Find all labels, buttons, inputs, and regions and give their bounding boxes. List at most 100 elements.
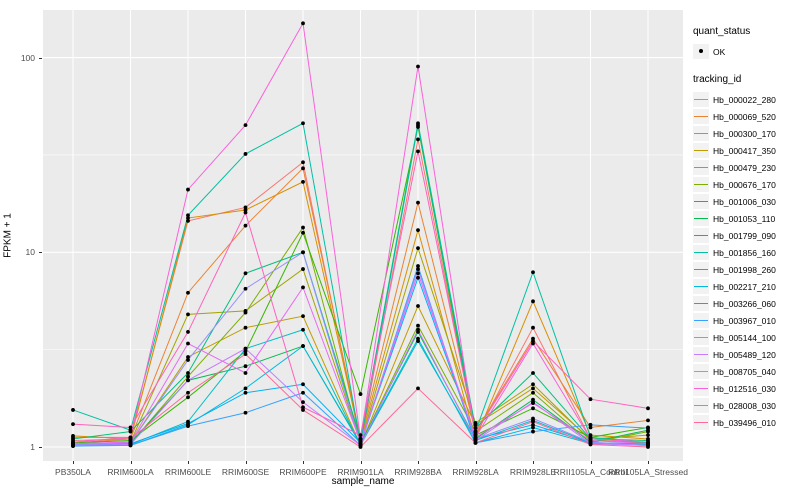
data-point [301, 160, 305, 165]
x-tick-mark [188, 461, 189, 464]
line-key-icon [693, 262, 709, 277]
legend-item-label: Hb_039496_010 [713, 417, 776, 428]
data-point [416, 304, 420, 308]
y-tick-mark [39, 57, 42, 59]
data-point [243, 325, 248, 330]
data-point [588, 422, 593, 427]
legend-item-Hb_001998_260: Hb_001998_260 [693, 261, 797, 278]
legend-item-label: Hb_001998_260 [713, 264, 776, 275]
data-point [588, 425, 593, 430]
data-point [531, 382, 535, 387]
legend-item-Hb_005144_100: Hb_005144_100 [693, 329, 797, 346]
data-point [243, 286, 248, 291]
data-point [416, 327, 420, 332]
data-point [646, 433, 650, 438]
data-point [128, 428, 133, 433]
data-point [243, 410, 248, 415]
legend-item-Hb_000022_280: Hb_000022_280 [693, 91, 797, 108]
x-tick-mark [475, 461, 477, 464]
data-point [186, 216, 190, 220]
line-key-icon [693, 143, 709, 158]
data-point [186, 330, 190, 334]
legend-item-Hb_000300_170: Hb_000300_170 [693, 125, 797, 142]
data-point [243, 390, 248, 395]
data-point [71, 408, 75, 412]
x-axis-title: sample_name [331, 476, 395, 487]
data-point [531, 371, 535, 375]
data-point [186, 395, 190, 400]
y-tick-mark [39, 447, 42, 448]
data-point [301, 267, 305, 271]
data-point [243, 386, 248, 391]
legend-item-label: Hb_012516_030 [713, 383, 776, 394]
data-point [416, 137, 420, 142]
data-point [243, 210, 248, 215]
data-point [646, 440, 650, 444]
legend-item-label: Hb_000022_280 [713, 94, 776, 105]
data-point [416, 323, 420, 328]
legend-item-ok: OK [693, 43, 797, 60]
data-point [186, 290, 190, 295]
legend-item-label: Hb_001006_030 [713, 196, 776, 207]
data-point [301, 327, 305, 332]
line-key-icon [693, 228, 709, 243]
y-tick-label: 1 [30, 442, 35, 452]
point-key-icon [693, 44, 709, 59]
x-tick-label: RRII105LA_Stressed [608, 467, 688, 477]
data-point [646, 406, 650, 411]
y-tick-label: 100 [20, 52, 35, 63]
line-key-icon [693, 296, 709, 311]
tracking-id-legend-items: Hb_000022_280 Hb_000069_520 Hb_000300_170 H… [693, 91, 797, 431]
data-point [416, 149, 420, 154]
x-tick-label: RRIM600LA [107, 467, 154, 477]
data-point [301, 314, 305, 319]
data-point [531, 270, 535, 275]
data-point [473, 440, 478, 445]
legend-item-Hb_002217_210: Hb_002217_210 [693, 278, 797, 295]
legend-item-Hb_000676_170: Hb_000676_170 [693, 176, 797, 193]
data-point [301, 382, 305, 387]
x-tick-mark [648, 461, 649, 464]
data-point [243, 271, 248, 276]
data-point [128, 437, 133, 441]
data-point [243, 352, 248, 357]
data-point [301, 390, 305, 395]
legend-item-label: Hb_001856_160 [713, 247, 776, 258]
data-point [531, 339, 535, 343]
y-axis-title: FPKM + 1 [2, 213, 14, 258]
legend-item-label: Hb_000417_350 [713, 145, 776, 156]
line-key-icon [693, 211, 709, 226]
data-point [186, 421, 190, 426]
data-point [531, 390, 535, 395]
data-point [301, 250, 305, 255]
legend-item-label: Hb_000300_170 [713, 128, 776, 139]
y-tick-mark [39, 252, 42, 254]
legend-item-label: Hb_003967_010 [713, 315, 776, 326]
data-point [646, 418, 650, 423]
x-tick-mark [418, 461, 419, 464]
data-point [301, 408, 305, 412]
x-tick-mark [130, 461, 132, 464]
x-tick-label: RRIM600PE [279, 467, 327, 477]
x-tick-mark [533, 461, 534, 464]
data-point [243, 123, 248, 128]
data-point [358, 433, 363, 438]
data-point [416, 336, 420, 341]
data-point [71, 434, 75, 438]
legend-item-Hb_003266_060: Hb_003266_060 [693, 295, 797, 312]
data-point [243, 310, 248, 315]
data-point [473, 426, 478, 431]
data-point [186, 424, 190, 429]
x-tick-mark [245, 461, 247, 464]
data-point [243, 371, 248, 375]
legend-item-Hb_001856_160: Hb_001856_160 [693, 244, 797, 261]
x-tick-label: RRIM928BA [394, 467, 442, 477]
data-point [301, 225, 305, 230]
data-point [358, 437, 363, 441]
data-point [186, 371, 190, 375]
legend-item-label: Hb_003266_060 [713, 298, 776, 309]
data-point [186, 218, 190, 223]
x-tick-label: RRIM600LE [164, 467, 212, 477]
legend-section-quant-status: quant_status OK [693, 26, 797, 60]
